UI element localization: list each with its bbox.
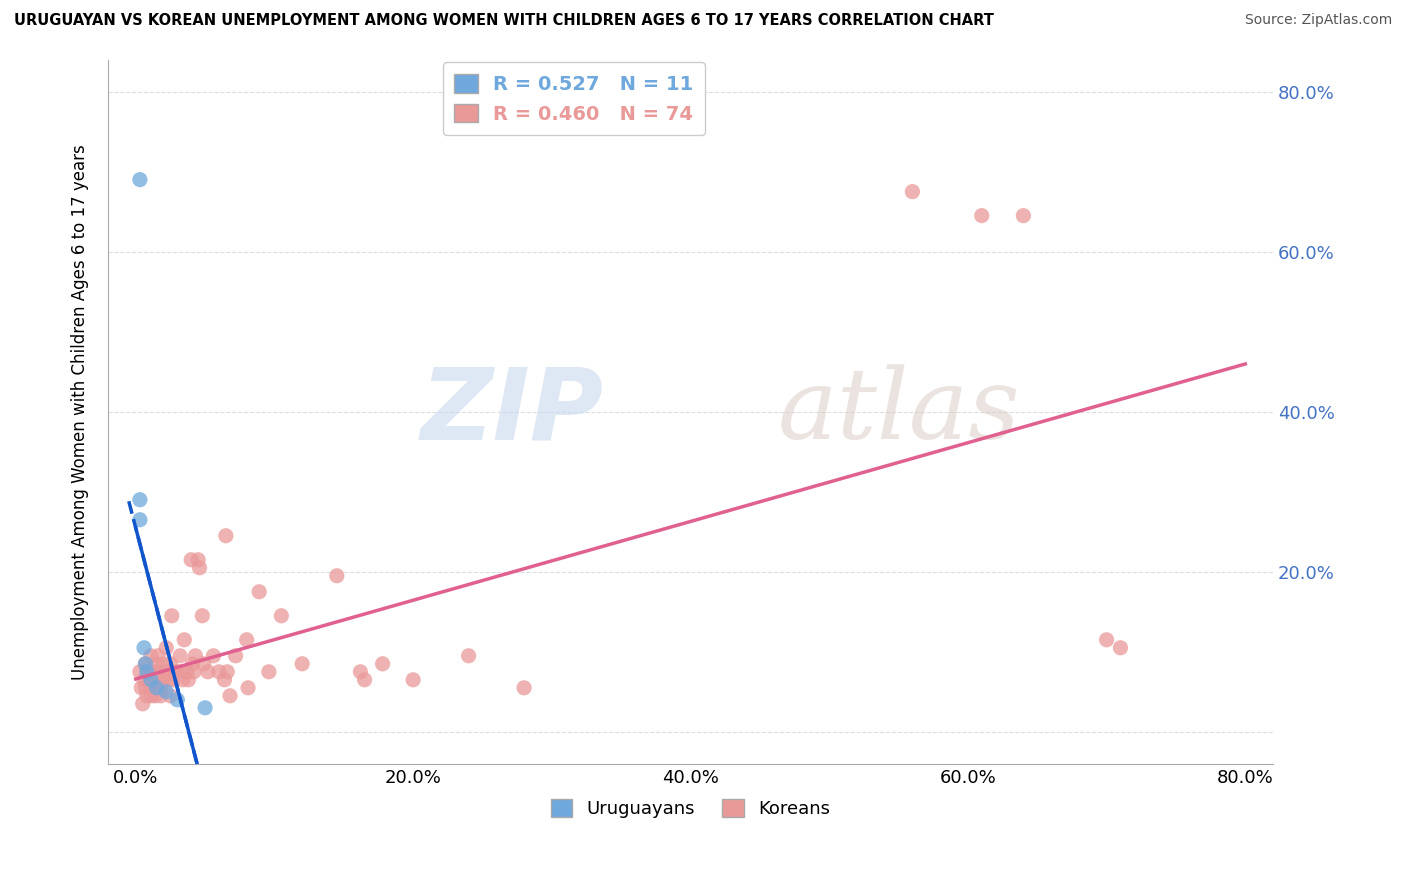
Point <box>156 665 179 679</box>
Point <box>149 681 172 695</box>
Point <box>1109 640 1132 655</box>
Point <box>236 681 259 695</box>
Point <box>180 553 202 567</box>
Point <box>225 648 247 663</box>
Point <box>135 665 157 679</box>
Point <box>193 657 215 671</box>
Point <box>1012 209 1035 223</box>
Point <box>129 681 152 695</box>
Point <box>146 665 169 679</box>
Point <box>139 648 162 663</box>
Point <box>148 681 170 695</box>
Point <box>217 665 239 679</box>
Point <box>163 665 186 679</box>
Point <box>149 689 172 703</box>
Point <box>181 657 204 671</box>
Point <box>513 681 536 695</box>
Point <box>132 673 155 687</box>
Point <box>152 657 174 671</box>
Point <box>159 689 181 703</box>
Point <box>145 657 167 671</box>
Point <box>159 657 181 671</box>
Point <box>235 632 257 647</box>
Point <box>402 673 425 687</box>
Point <box>143 689 166 703</box>
Point <box>349 665 371 679</box>
Point <box>134 681 156 695</box>
Point <box>457 648 479 663</box>
Point <box>142 673 165 687</box>
Point <box>214 673 236 687</box>
Point <box>194 701 217 715</box>
Point <box>139 673 162 687</box>
Point <box>132 640 155 655</box>
Point <box>145 681 167 695</box>
Point <box>136 665 159 679</box>
Point <box>1095 632 1118 647</box>
Point <box>353 673 375 687</box>
Legend: Uruguayans, Koreans: Uruguayans, Koreans <box>543 792 838 825</box>
Point <box>155 640 177 655</box>
Point <box>247 584 270 599</box>
Point <box>166 665 188 679</box>
Point <box>270 608 292 623</box>
Point <box>184 648 207 663</box>
Point <box>173 632 195 647</box>
Point <box>169 648 191 663</box>
Point <box>148 673 170 687</box>
Text: Source: ZipAtlas.com: Source: ZipAtlas.com <box>1244 13 1392 28</box>
Point <box>128 492 150 507</box>
Point <box>197 665 219 679</box>
Point <box>257 665 280 679</box>
Point <box>970 209 993 223</box>
Point <box>128 172 150 186</box>
Point <box>141 681 163 695</box>
Point <box>131 697 153 711</box>
Point <box>134 657 156 671</box>
Text: atlas: atlas <box>778 364 1021 459</box>
Point <box>371 657 394 671</box>
Point <box>170 665 193 679</box>
Point <box>191 608 214 623</box>
Text: ZIP: ZIP <box>420 363 603 460</box>
Point <box>176 665 198 679</box>
Point <box>134 657 156 671</box>
Point <box>202 648 225 663</box>
Text: URUGUAYAN VS KOREAN UNEMPLOYMENT AMONG WOMEN WITH CHILDREN AGES 6 TO 17 YEARS CO: URUGUAYAN VS KOREAN UNEMPLOYMENT AMONG W… <box>14 13 994 29</box>
Point <box>138 673 160 687</box>
Point <box>160 608 183 623</box>
Point <box>208 665 231 679</box>
Point <box>143 665 166 679</box>
Point <box>135 689 157 703</box>
Point <box>139 689 162 703</box>
Point <box>152 673 174 687</box>
Point <box>141 673 163 687</box>
Point <box>128 665 150 679</box>
Point <box>166 693 188 707</box>
Point <box>215 529 238 543</box>
Point <box>155 685 177 699</box>
Point <box>172 673 194 687</box>
Point <box>187 553 209 567</box>
Point <box>901 185 924 199</box>
Y-axis label: Unemployment Among Women with Children Ages 6 to 17 years: Unemployment Among Women with Children A… <box>72 144 89 680</box>
Point <box>157 673 180 687</box>
Point <box>183 665 205 679</box>
Point <box>177 673 200 687</box>
Point <box>146 648 169 663</box>
Point <box>219 689 242 703</box>
Point <box>128 513 150 527</box>
Point <box>188 561 211 575</box>
Point <box>291 657 314 671</box>
Point <box>326 568 349 582</box>
Point <box>162 673 184 687</box>
